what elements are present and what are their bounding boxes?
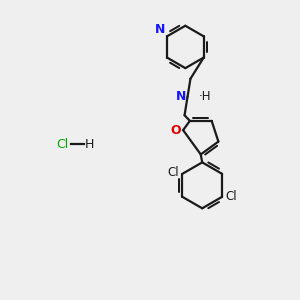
Text: O: O (170, 124, 181, 136)
Text: Cl: Cl (167, 166, 179, 179)
Text: Cl: Cl (226, 190, 237, 203)
Text: Cl: Cl (56, 138, 68, 151)
Text: ·H: ·H (199, 90, 211, 103)
Text: H: H (85, 138, 94, 151)
Text: N: N (176, 91, 186, 103)
Text: N: N (155, 23, 166, 36)
